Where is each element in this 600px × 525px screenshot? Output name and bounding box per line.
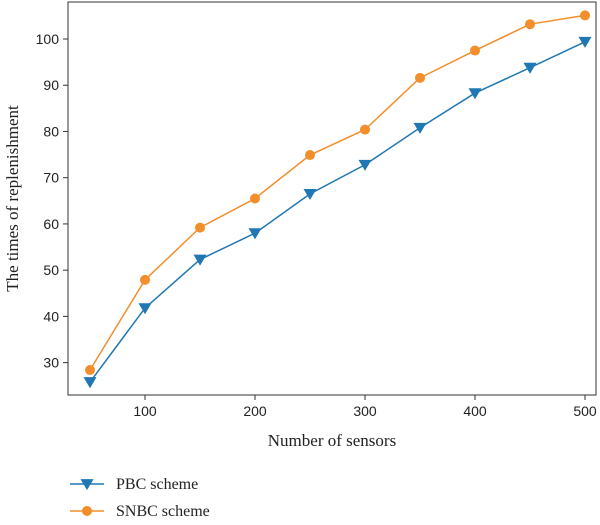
data-point [358,159,372,171]
data-point [580,10,590,21]
y-tick-label: 30 [43,355,59,371]
data-point [523,62,537,74]
data-point [578,36,592,48]
series-pbc [83,36,592,389]
data-point [250,193,260,204]
data-point [303,189,317,201]
data-point [525,19,535,30]
data-point [305,150,315,161]
series-line [89,14,586,371]
y-tick-label: 60 [43,216,59,232]
data-point [468,88,482,100]
x-tick-label: 300 [353,403,377,419]
series-snbc [85,10,590,376]
y-tick-label: 80 [43,123,59,139]
data-point [248,228,262,240]
data-point [413,122,427,134]
series-layer [83,10,592,389]
legend: PBC scheme SNBC scheme [70,476,210,520]
x-tick-label: 200 [243,403,267,419]
data-point [138,303,152,315]
data-point [193,254,207,266]
y-tick-label: 40 [43,308,59,324]
plot-frame [67,1,597,396]
data-point [83,377,97,389]
y-tick-label: 90 [43,77,59,93]
series-line [89,41,586,383]
y-tick-label: 50 [43,262,59,278]
y-tick-label: 70 [43,170,59,186]
x-tick-label: 400 [463,403,487,419]
legend-entry: PBC scheme [70,476,198,493]
legend-label: PBC scheme [116,476,198,493]
data-point [360,124,370,135]
y-tick-label: 100 [36,31,60,47]
data-point [195,222,205,233]
legend-entry: SNBC scheme [70,503,210,520]
data-point [140,274,150,285]
legend-marker [80,479,94,491]
y-axis-label: The times of replenishment [3,105,22,292]
x-tick-label: 500 [573,403,597,419]
axes: 100 200 300 400 500 30 40 50 60 70 80 90 100 [36,1,597,419]
x-axis-label: Number of sensors [268,431,396,450]
data-point [415,72,425,83]
data-point [85,365,95,376]
legend-marker [82,506,92,516]
x-tick-label: 100 [133,403,157,419]
data-point [470,45,480,56]
legend-label: SNBC scheme [116,503,210,520]
